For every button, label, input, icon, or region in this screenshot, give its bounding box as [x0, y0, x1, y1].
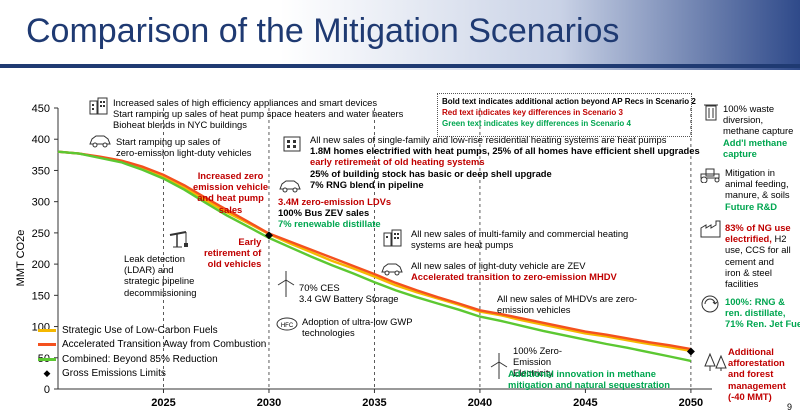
annotation-afforestation: Additional afforestation and forest managem…	[728, 346, 786, 402]
legend-item-combined: Combined: Beyond 85% Reduction	[38, 352, 266, 367]
series-line-2	[57, 150, 692, 351]
house-icon	[282, 134, 302, 157]
recycle-globe-icon	[700, 294, 720, 319]
car-icon	[88, 134, 112, 153]
hydrogen-fuel-cell-icon: HFC	[275, 316, 299, 337]
x-axis: 2025 2030 2035 2040 2045 2050	[151, 389, 703, 409]
x-tick-label: 2040	[468, 397, 492, 409]
plot-frame	[57, 108, 712, 390]
x-tick-label: 2035	[362, 397, 386, 409]
annotation-increased-zev: Increased zero emission vehicle and heat p…	[193, 170, 269, 215]
car-icon	[278, 179, 302, 198]
oil-pump-icon	[168, 230, 190, 253]
annotation-heat-pumps-residential: All new sales of single-family and low-r…	[310, 134, 700, 190]
key-green: Green text indicates key differences in …	[442, 119, 631, 128]
car-icon	[380, 262, 404, 281]
annotation-leak-detection: Leak detection (LDAR) and strategic pipeli…	[124, 253, 197, 298]
y-tick-label: 0	[44, 384, 50, 396]
key-red: Red text indicates key differences in Sc…	[442, 108, 623, 117]
svg-text:HFC: HFC	[281, 323, 294, 329]
annotation-heat-pumps-commercial: All new sales of multi-family and commer…	[411, 228, 629, 251]
header-band	[0, 0, 800, 70]
factory-icon	[700, 220, 722, 243]
series-line-3	[57, 150, 692, 363]
y-tick-label: 450	[32, 103, 50, 115]
y-tick-label: 300	[32, 197, 50, 209]
buildings-icon	[89, 97, 109, 120]
annotation-industry: 83% of NG use electrified, H2 use, CCS f…	[725, 222, 791, 290]
scenario-key: Bold text indicates additional action be…	[437, 93, 696, 137]
annotation-efficiency: Increased sales of high efficiency appli…	[113, 97, 404, 131]
y-tick-label: 350	[32, 165, 50, 177]
wind-turbine-icon	[274, 270, 298, 303]
annotation-rng-fuels: 100%: RNG & ren. distillate, 71% Ren. Jet …	[725, 296, 800, 330]
trash-can-icon	[702, 101, 720, 126]
chart-legend: Strategic Use of Low-Carbon Fuels Accele…	[38, 323, 266, 381]
x-tick-label: 2045	[573, 397, 597, 409]
header-rule	[0, 64, 800, 68]
annotation-waste: 100% waste diversion, methane capture Add'…	[723, 103, 794, 159]
gross-limit-markers	[264, 231, 695, 356]
key-bold: Bold text indicates additional action be…	[442, 97, 696, 106]
trees-icon	[704, 352, 728, 377]
annotation-methane-innovation: Additional innovation in methane mitigati…	[508, 368, 670, 391]
annotation-zev-start: Start ramping up sales of zero-emission l…	[116, 136, 252, 159]
annotation-mhdv: All new sales of MHDVs are zero-emission…	[497, 293, 638, 316]
x-tick-label: 2025	[151, 397, 175, 409]
annotation-early-retirement: Early retirement of old vehicles	[204, 236, 262, 270]
y-axis: 050100150200250300350400450	[32, 103, 58, 396]
wind-turbine-icon	[487, 352, 511, 385]
y-tick-label: 250	[32, 228, 50, 240]
x-tick-label: 2050	[679, 397, 703, 409]
series-lines	[57, 150, 692, 363]
gross-limit-marker	[686, 347, 695, 356]
annotation-zero-emission-electricity: 100% Zero- Emission Electricity	[513, 345, 562, 379]
legend-item-accelerated-transition: Accelerated Transition Away from Combust…	[38, 338, 266, 353]
x-tick-label: 2030	[257, 397, 281, 409]
y-tick-label: 200	[32, 259, 50, 271]
annotation-low-gwp: Adoption of ultra-low GWP technologies	[302, 316, 413, 339]
y-tick-label: 150	[32, 290, 50, 302]
milestone-lines	[163, 108, 692, 389]
annotation-ldv-bus: 3.4M zero-emission LDVs 100% Bus ZEV sal…	[278, 196, 392, 230]
buildings-icon	[383, 229, 403, 252]
page-number: 9	[787, 402, 793, 412]
gross-limit-marker	[264, 231, 273, 240]
y-axis-title: MMT CO2e	[15, 230, 27, 287]
tractor-icon	[698, 167, 724, 188]
annotation-ldv-zev: All new sales of light-duty vehicle are …	[411, 260, 617, 283]
y-tick-label: 400	[32, 134, 50, 146]
slide-title: Comparison of the Mitigation Scenarios	[26, 12, 620, 50]
annotation-agriculture: Mitigation in animal feeding, manure, & so…	[725, 167, 790, 212]
legend-item-low-carbon-fuels: Strategic Use of Low-Carbon Fuels	[38, 323, 266, 338]
legend-item-gross-limits: ◆ Gross Emissions Limits	[43, 368, 166, 380]
annotation-ces-storage: 70% CES 3.4 GW Battery Storage	[299, 282, 399, 305]
